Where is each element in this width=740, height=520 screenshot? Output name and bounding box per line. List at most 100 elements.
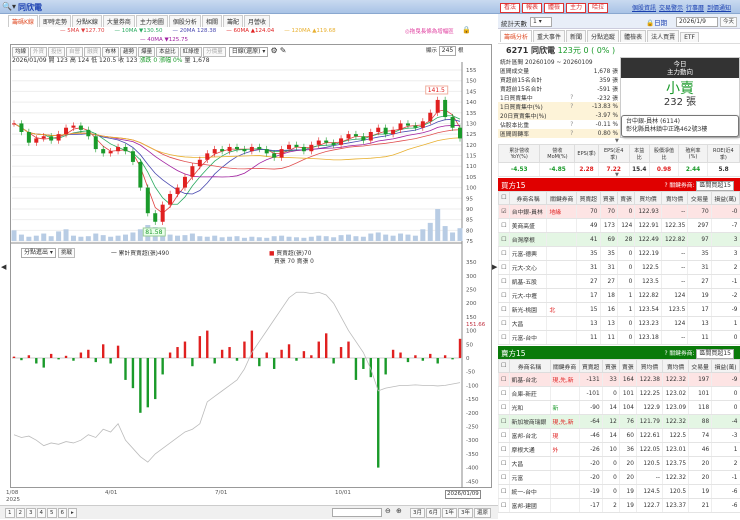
stat-help-icon[interactable]	[568, 75, 578, 84]
table-row[interactable]: ☐ 元大-中壢 17 18 1 122.82 124 19 -2	[498, 288, 740, 303]
row-checkbox[interactable]: ☐	[498, 400, 510, 415]
toolbar-button-7[interactable]: 爆量	[138, 47, 156, 57]
toolbar-button-1[interactable]: 外資	[30, 47, 48, 57]
table-row[interactable]: ☐ 台灣摩根 41 69 28 122.49 122.82 97 3	[498, 232, 740, 247]
toolbar-button-9[interactable]: 紅綠燈	[179, 47, 203, 57]
toolbar-button-2[interactable]: 投信	[48, 47, 66, 57]
column-header[interactable]: 買張	[601, 359, 620, 373]
lock-icon[interactable]: 🔒	[462, 26, 471, 34]
broker-name[interactable]: 大昌	[508, 456, 551, 471]
column-header[interactable]: 交易量	[688, 359, 713, 373]
broker-name[interactable]: 台灣摩根	[508, 232, 547, 247]
column-header[interactable]: 券商名稱	[508, 191, 548, 205]
row-checkbox[interactable]: ☐	[498, 288, 510, 303]
row-checkbox[interactable]: ☐	[498, 232, 510, 247]
table-row[interactable]: ☐ 富邦-台北現 -46 14 60 122.61 122.5 74 -3	[498, 428, 740, 443]
row-checkbox[interactable]: ☐	[498, 246, 510, 261]
zoom-in-icon[interactable]: ⊕	[396, 507, 402, 515]
search-icon[interactable]: 🔍▾	[2, 2, 16, 11]
toolbar-button-3[interactable]: 自營	[66, 47, 84, 57]
range-button-3[interactable]: 3年	[458, 508, 473, 518]
stat-help-icon[interactable]	[568, 84, 578, 93]
table-row[interactable]: ☐ 凱基-五股 27 27 0 123.5 -- 27 -1	[498, 274, 740, 289]
row-checkbox[interactable]: ☐	[498, 386, 510, 401]
tab-4[interactable]: 主力地圖	[135, 15, 168, 27]
right-tab-3[interactable]: 分點追蹤	[587, 30, 620, 42]
row-checkbox[interactable]: ☐	[498, 330, 510, 345]
toolbar-button-6[interactable]: 趨勢	[120, 47, 138, 57]
stat-help-icon[interactable]	[568, 66, 578, 75]
checkup-button[interactable]: 體檢	[544, 3, 565, 13]
table-row[interactable]: ☐ 元富-台中 11 11 0 123.18 -- 11 0	[498, 330, 740, 345]
row-checkbox[interactable]: ☐	[498, 260, 510, 275]
range-input[interactable]	[332, 508, 382, 517]
broker-name[interactable]: 光和	[508, 400, 551, 415]
column-header[interactable]: 關鍵券商	[549, 359, 580, 373]
right-tab-6[interactable]: ETF	[680, 32, 700, 42]
broker-name[interactable]: 元大-中壢	[508, 288, 547, 303]
row-checkbox[interactable]: ☐	[498, 372, 510, 387]
column-header[interactable]: 買張	[599, 191, 618, 205]
column-header[interactable]: 買賣超	[576, 191, 601, 205]
period-select[interactable]: 日線(還原) ▾	[228, 47, 269, 57]
toolbar-button-8[interactable]: 本益比	[156, 47, 179, 57]
row-checkbox[interactable]: ☐	[498, 274, 510, 289]
table-row[interactable]: ☐ 光和新 -90 14 104 122.9 123.09 118 0	[498, 400, 740, 415]
page-button-5[interactable]: 5	[47, 508, 57, 518]
row-checkbox[interactable]: ☑	[498, 204, 510, 219]
stat-help-icon[interactable]: ?	[570, 103, 574, 110]
link-calendar[interactable]: 行事曆	[686, 5, 705, 12]
range-button-2[interactable]: 1年	[442, 508, 457, 518]
broker-name[interactable]: 新加坡商瑞銀	[508, 414, 551, 429]
range-button-0[interactable]: 3月	[410, 508, 425, 518]
scroll-left-icon[interactable]: ◀	[1, 263, 7, 271]
main-force-button[interactable]: 主力	[566, 3, 587, 13]
key-select[interactable]: 區間買超15	[696, 181, 734, 191]
column-header[interactable]: 買均價	[635, 359, 663, 373]
link-stock-info[interactable]: 個股資訊	[632, 5, 657, 12]
broker-name[interactable]: 富邦-台北	[508, 428, 551, 443]
zoom-out-icon[interactable]: ⊖	[385, 507, 391, 515]
right-tab-0[interactable]: 籌碼分析	[500, 30, 533, 42]
column-header[interactable]: 損益(萬)	[710, 191, 740, 205]
broker-name[interactable]: 富邦-建國	[508, 498, 551, 513]
toolbar-button-5[interactable]: 布林	[102, 47, 120, 57]
broker-name[interactable]: 美商高盛	[508, 218, 547, 233]
tab-8[interactable]: 月營收	[243, 15, 270, 27]
broker-name[interactable]: 合庫-新莊	[508, 386, 551, 401]
pencil-icon[interactable]: ✎	[279, 46, 287, 55]
stat-help-icon[interactable]: ?	[570, 121, 574, 128]
row-checkbox[interactable]: ☐	[498, 302, 510, 317]
column-header[interactable]: 買均價	[634, 191, 662, 205]
table-row[interactable]: ☐ 統一-台中 -19 0 19 124.5 120.5 19 -6	[498, 484, 740, 499]
table-row[interactable]: ☐ 摩根大通外 -26 10 36 122.05 123.01 46 1	[498, 442, 740, 457]
select-all-checkbox[interactable]: ☐	[498, 191, 510, 205]
link-trade-alert[interactable]: 交易警示	[659, 5, 684, 12]
broker-name[interactable]: 凱基-台北	[508, 372, 551, 387]
row-checkbox[interactable]: ☐	[498, 484, 510, 499]
column-header[interactable]: 買賣超	[578, 359, 603, 373]
column-header[interactable]: 券商名稱	[508, 359, 551, 373]
stat-help-icon[interactable]: ?	[570, 94, 574, 101]
table-row[interactable]: ☐ 大昌 -20 0 20 120.5 123.75 20 2	[498, 456, 740, 471]
challenge-button[interactable]: 挑戰	[58, 248, 76, 258]
table-row[interactable]: ☐ 美商高盛 49 173 124 122.91 122.35 297 -7	[498, 218, 740, 233]
date-input[interactable]: 2026/1/9	[676, 17, 718, 27]
page-button-6[interactable]: 6	[57, 508, 67, 518]
expand-arrow-icon[interactable]: ▼	[615, 138, 619, 144]
column-header[interactable]: 關鍵券商	[546, 191, 578, 205]
report-button[interactable]: 報表	[522, 3, 543, 13]
page-button-4[interactable]: 4	[36, 508, 46, 518]
table-row[interactable]: ☑ 台中銀-員林 地緣 70 70 0 122.93 -- 70 -0	[498, 204, 740, 219]
column-header[interactable]: 交易量	[687, 191, 712, 205]
table-row[interactable]: ☐ 大昌 13 13 0 123.23 124 13 1	[498, 316, 740, 331]
chart-area[interactable]: 均線 外資 投信 自營 融資 布林 趨勢 爆量 本益比 紅綠燈 分價量 日線(還原) ▾ ⚙ ✎ 顯…	[10, 44, 492, 488]
opinion-button[interactable]: 看法	[500, 3, 521, 13]
column-header[interactable]: 賣張	[618, 359, 637, 373]
toolbar-button-10[interactable]: 分價量	[203, 47, 226, 57]
page-next-button[interactable]: ▸	[68, 508, 77, 518]
column-header[interactable]: 損益(萬)	[711, 359, 740, 373]
restore-button[interactable]: 還原	[474, 508, 492, 518]
toolbar-button-0[interactable]: 均線	[12, 47, 30, 57]
row-checkbox[interactable]: ☐	[498, 456, 510, 471]
